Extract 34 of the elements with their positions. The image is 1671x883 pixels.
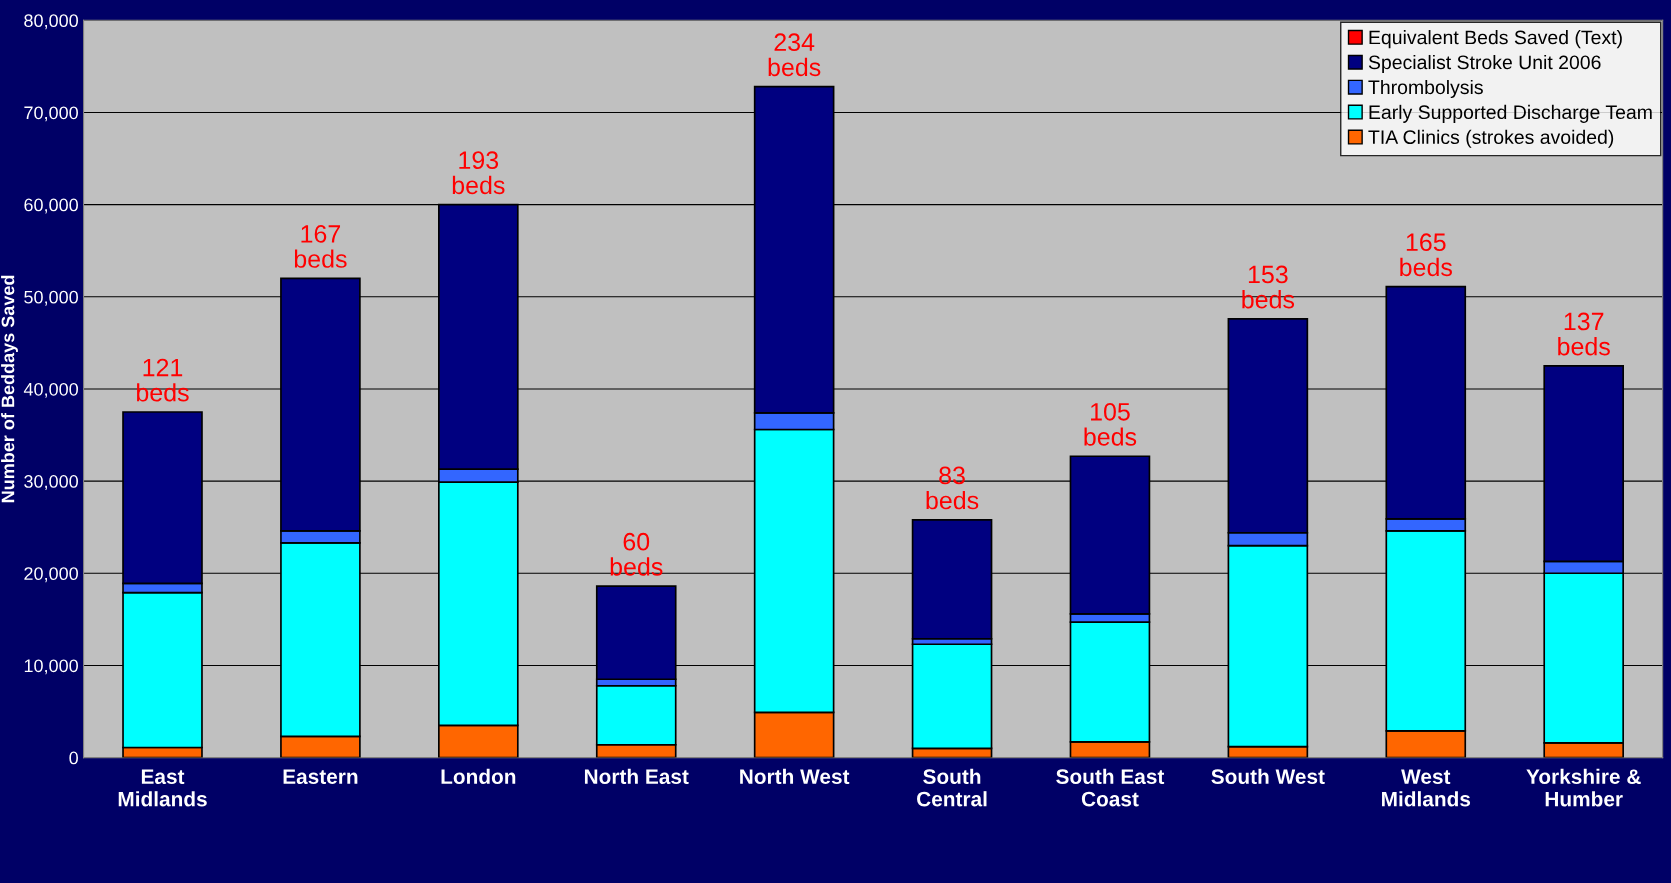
x-tick-label: North East (584, 768, 689, 785)
y-tick-label: 50,000 (24, 290, 78, 306)
y-tick-label: 60,000 (24, 198, 78, 214)
x-tick-label: South West (1211, 768, 1325, 785)
legend-label: Thrombolysis (1368, 79, 1483, 99)
x-tick-label: North West (740, 768, 850, 785)
annotation: 121 beds (137, 358, 189, 402)
legend-label: TIA Clinics (strokes avoided) (1368, 129, 1614, 148)
y-tick-label: 0 (69, 751, 78, 765)
annotation: 137 beds (1558, 312, 1610, 356)
x-tick-label: South Central (917, 768, 987, 807)
y-tick-label: 70,000 (24, 106, 78, 122)
annotation: 193 beds (452, 151, 505, 195)
annotation: 83 beds (926, 466, 979, 510)
annotation: 234 beds (768, 33, 821, 77)
y-tick-label: 80,000 (24, 14, 78, 30)
y-tick-label: 40,000 (23, 382, 78, 398)
annotation: 167 beds (294, 225, 347, 268)
y-tick-label: 30,000 (24, 475, 78, 490)
y-tick-label: 20,000 (24, 567, 78, 583)
annotation: 60 beds (610, 532, 663, 576)
x-tick-label: London (441, 768, 516, 785)
x-tick-label: Eastern (283, 769, 358, 785)
x-tick-label: South East Coast (1056, 768, 1165, 807)
x-tick-label: West Midlands (1382, 769, 1471, 807)
annotation: 105 beds (1084, 402, 1137, 446)
y-tick-label: 10,000 (24, 659, 78, 675)
y-axis-title: Number of Beddays Saved (1, 275, 18, 503)
legend-label: Equivalent Beds Saved (Text) (1369, 30, 1622, 49)
annotation: 165 beds (1400, 233, 1452, 277)
legend-label: Specialist Stroke Unit 2006 (1368, 54, 1601, 74)
x-tick-label: Yorkshire & Humber (1526, 768, 1641, 807)
x-tick-label: East Midlands (118, 769, 207, 807)
legend-label: Early Supported Discharge Team (1369, 104, 1652, 123)
